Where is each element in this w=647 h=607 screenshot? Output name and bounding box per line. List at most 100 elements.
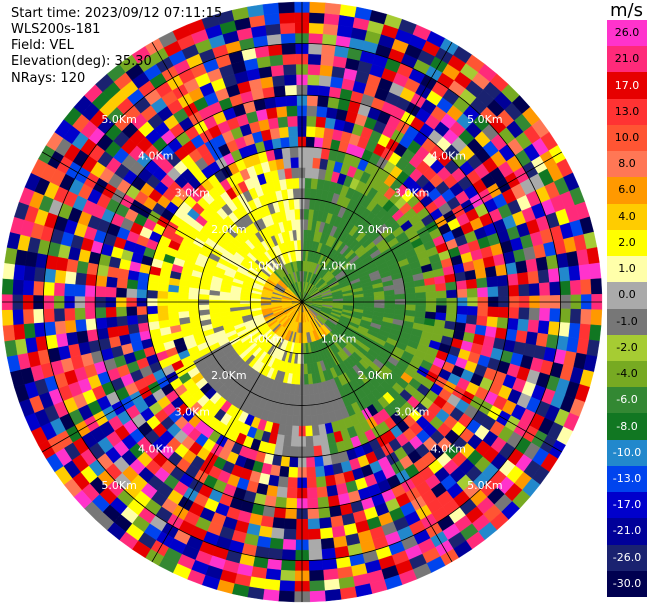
velocity-gate [435,290,447,299]
velocity-gate [305,425,313,437]
velocity-gate [304,404,312,416]
velocity-gate [54,320,67,335]
velocity-gate [281,445,291,457]
velocity-gate [288,456,299,468]
velocity-gate [322,33,338,46]
velocity-gate [312,435,322,447]
velocity-gate [291,167,299,179]
colorbar-tick-label: -21.0 [612,524,642,538]
velocity-colorbar: 26.0 21.0 17.0 13.0 10.0 8.0 6.0 4.0 2.0 1.0 0.0 -1… [607,20,647,598]
velocity-gate [188,292,200,300]
velocity-gate [304,188,312,200]
velocity-gate [303,373,309,385]
velocity-gate [319,64,334,77]
range-ring-label: 3.0Km [175,406,210,419]
velocity-gate [115,287,127,298]
velocity-gate [313,445,323,457]
velocity-gate [147,320,160,331]
velocity-gate [271,137,282,150]
velocity-gate [32,308,45,324]
velocity-gate [590,309,603,326]
velocity-gate [287,115,298,127]
velocity-gate [270,527,285,540]
velocity-gate [466,306,479,317]
velocity-gate [272,74,286,87]
velocity-gate [126,278,139,290]
velocity-gate [547,321,561,336]
velocity-gate [269,537,284,550]
velocity-gate [305,167,313,179]
velocity-gate [569,279,582,296]
velocity-gate [219,303,231,309]
velocity-gate [284,508,297,520]
velocity-gate [43,268,57,283]
velocity-gate [324,588,342,602]
velocity-gate [307,508,320,520]
velocity-gate [588,262,602,280]
velocity-gate [425,291,437,299]
velocity-gate [296,229,301,241]
velocity-gate [293,198,300,210]
velocity-gate [322,568,339,581]
velocity-gate [445,313,457,323]
velocity-gate [22,308,35,325]
velocity-gate [177,304,189,312]
velocity-gate [74,272,87,286]
velocity-gate [517,272,530,286]
velocity-gate [305,136,316,148]
velocity-gate [292,404,300,416]
velocity-gate [278,126,290,139]
range-ring-label: 3.0Km [394,186,429,199]
colorbar-tick-label: -4.0 [616,367,638,381]
velocity-gate [262,588,280,602]
velocity-gate [281,43,296,55]
velocity-gate [279,22,296,35]
velocity-gate [146,289,158,299]
velocity-gate [33,266,46,282]
velocity-gate [309,580,325,592]
velocity-gate [188,304,200,312]
velocity-gate [167,311,180,320]
velocity-gate [280,32,296,45]
velocity-gate [515,260,528,274]
velocity-gate [363,296,375,301]
velocity-gate [239,303,251,308]
velocity-gate [394,293,406,300]
velocity-gate [487,306,499,318]
velocity-gate [476,315,488,327]
velocity-gate [303,353,308,365]
velocity-gate [22,279,35,296]
velocity-gate [285,94,298,107]
velocity-gate [323,13,341,26]
velocity-gate [43,308,55,323]
velocity-gate [330,515,344,528]
velocity-gate [305,456,316,468]
velocity-gate [578,323,591,341]
velocity-gate [4,247,18,265]
velocity-gate [568,265,581,282]
velocity-gate [435,305,447,314]
velocity-gate [43,281,55,296]
colorbar-tick-label: -26.0 [612,550,642,564]
velocity-gate [157,305,169,314]
velocity-gate [269,127,281,140]
velocity-gate [281,549,296,561]
velocity-gate [126,314,139,326]
velocity-gate [313,455,324,468]
velocity-gate [549,281,561,296]
velocity-gate [285,497,298,510]
velocity-gate [515,330,528,344]
velocity-gate [306,487,318,499]
velocity-gate [116,315,128,327]
velocity-gate [263,578,281,591]
velocity-gate [316,105,328,118]
velocity-gate [508,307,520,320]
velocity-gate [280,455,291,468]
velocity-gate [310,414,319,426]
colorbar-tick-label: -13.0 [612,471,642,485]
velocity-gate [274,496,287,509]
velocity-gate [284,167,293,180]
velocity-gate [318,85,331,98]
elevation-text: Elevation(deg): 35.30 [11,54,152,69]
velocity-gate [264,495,277,508]
